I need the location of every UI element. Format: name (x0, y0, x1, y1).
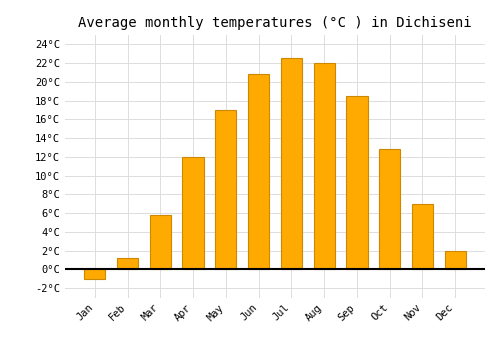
Bar (346, 96, 368, 270)
Bar (280, 58, 302, 270)
Bar (84, 270, 106, 279)
Bar (444, 251, 466, 270)
Bar (412, 204, 433, 270)
Bar (379, 149, 400, 270)
Bar (215, 110, 236, 270)
Bar (182, 157, 204, 270)
Bar (248, 75, 270, 270)
Title: Average monthly temperatures (°C ) in Dichiseni: Average monthly temperatures (°C ) in Di… (78, 16, 472, 30)
Bar (314, 63, 335, 270)
Bar (117, 258, 138, 270)
Bar (150, 215, 171, 270)
